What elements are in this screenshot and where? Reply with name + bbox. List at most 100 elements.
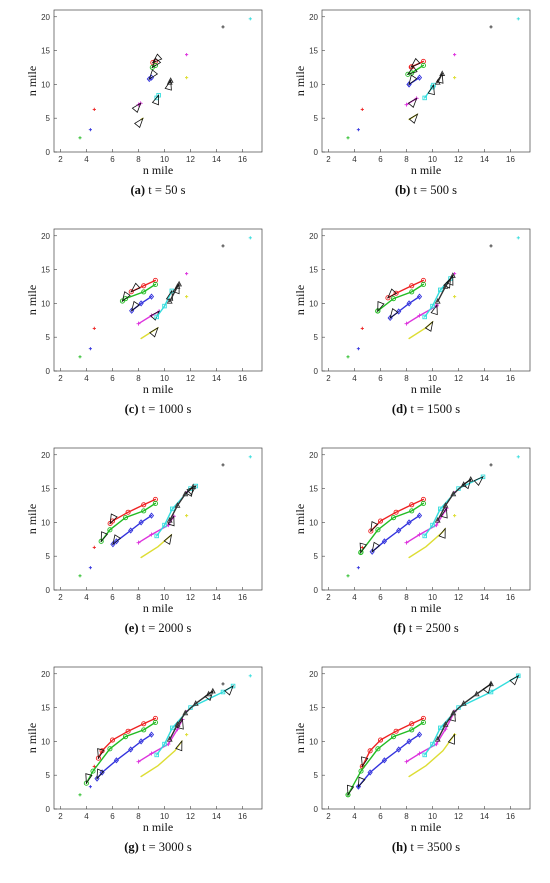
track-marker [467,476,474,482]
track-marker [396,527,402,534]
x-tick-label: 4 [84,593,89,602]
target-point [360,107,364,111]
vehicle-arrow [100,531,109,543]
y-tick-label: 20 [41,670,50,679]
vehicle-arrow [175,739,183,752]
track-marker [422,533,427,539]
caption-letter: (e) [125,621,139,635]
vehicle-arrow [149,326,159,338]
track-marker [422,95,427,101]
x-tick-label: 16 [506,812,515,821]
track-marker [434,516,441,523]
vehicle-arrow [148,69,159,81]
track-marker [154,752,159,758]
x-axis-label: n mile [411,820,441,834]
panel-e: 2 4 6 8 10 12 14 16 0 5 10 15 20 n mile n mile (e) t = … [25,447,263,635]
y-axis-label: n mile [293,285,307,315]
plot-area [321,666,531,810]
track-marker [488,680,494,687]
track-marker [409,721,415,727]
x-tick-label: 14 [480,374,489,383]
track-marker [385,295,391,301]
track-marker [162,303,167,309]
trajectory-line [140,740,183,778]
vehicle-arrow [408,113,419,124]
track-marker [138,519,144,526]
track-marker [377,518,384,524]
x-tick-label: 8 [404,374,409,383]
track-marker [409,289,415,295]
caption-text: t = 2000 s [138,621,191,635]
track-marker [367,769,373,776]
vehicle-arrow [436,72,444,84]
target-point [88,128,92,132]
vehicle-arrow [97,748,105,760]
y-tick-label: 20 [309,232,318,241]
trajectory-line [370,498,425,532]
track-marker [166,742,171,747]
trajectory-line [100,502,157,543]
vehicle-arrow [406,65,418,75]
track-marker [136,759,141,764]
vehicle-arrow [410,57,421,68]
track-marker [141,727,147,733]
x-tick-label: 10 [160,593,169,602]
target-point [360,545,364,549]
target-point [489,463,493,467]
track-marker [230,683,236,689]
track-marker [404,540,409,545]
panel-g: 2 4 6 8 10 12 14 16 0 5 10 15 20 n mile n mile (g) t = … [25,666,263,854]
track-marker [406,738,412,745]
panel-caption: (d) t = 1500 s [392,402,460,416]
plot-area [321,447,531,591]
track-marker [170,725,175,731]
caption-letter: (f) [393,621,406,635]
track-marker [119,298,125,304]
x-tick-label: 4 [352,593,357,602]
target-point [78,136,82,140]
track-marker [404,321,409,326]
track-marker [94,775,100,782]
y-tick-label: 10 [309,299,318,308]
y-tick-label: 0 [46,586,51,595]
x-axis-label: n mile [143,163,173,177]
vehicle-arrow [96,768,105,780]
y-tick-label: 20 [41,232,50,241]
track-marker [456,486,461,491]
track-marker [138,738,144,745]
y-tick-label: 15 [41,47,50,56]
track-marker [434,297,441,304]
vehicle-arrow [430,303,438,316]
track-marker [390,296,397,302]
x-tick-label: 8 [136,593,141,602]
trajectory-line [361,717,425,768]
vehicle-arrow [440,507,448,519]
track-marker [420,500,426,506]
track-marker [416,74,423,81]
target-point [346,574,350,578]
track-marker [182,709,189,716]
x-tick-label: 12 [454,812,463,821]
caption-letter: (b) [395,183,410,197]
vehicle-arrow [462,478,472,490]
vehicle-arrow [131,300,140,312]
track-marker [406,300,412,307]
track-marker [128,527,134,534]
target-point [453,53,457,57]
track-marker [107,746,113,752]
track-marker [396,308,402,315]
track-marker [422,314,427,320]
vehicle-arrow [163,533,173,545]
track-marker [205,690,212,697]
track-marker [375,527,381,533]
target-point [489,25,493,29]
x-tick-label: 2 [326,593,331,602]
target-point [185,295,189,299]
vehicle-arrow [176,718,184,730]
target-point [221,25,225,29]
vehicle-arrow [387,288,398,299]
plot-area [53,9,263,153]
track-marker [404,102,409,107]
track-marker [417,751,422,756]
